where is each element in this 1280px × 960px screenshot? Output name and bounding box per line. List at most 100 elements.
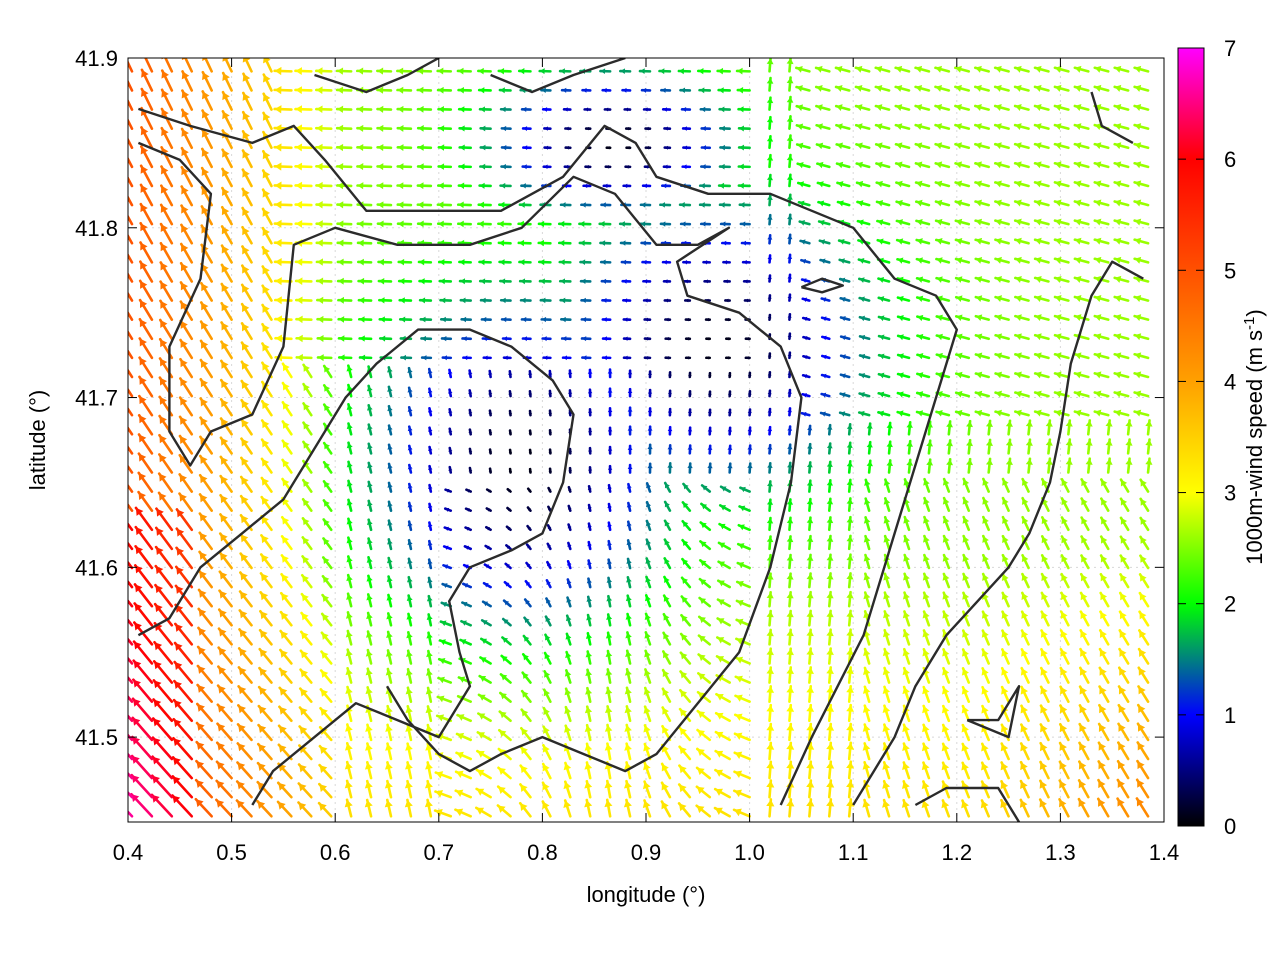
wind-arrow: [981, 610, 990, 627]
wind-arrow: [663, 557, 672, 570]
wind-arrow: [697, 634, 712, 646]
wind-arrow: [607, 464, 613, 474]
wind-arrow: [826, 553, 834, 570]
wind-arrow: [643, 724, 652, 742]
wind-arrow: [259, 609, 273, 627]
wind-arrow: [604, 723, 613, 742]
wind-arrow: [345, 611, 353, 627]
wind-arrow: [585, 668, 593, 684]
wind-arrow: [584, 723, 593, 742]
wind-arrow: [128, 445, 134, 455]
wind-arrow: [152, 698, 174, 723]
wind-arrow: [219, 513, 233, 532]
wind-arrow: [962, 553, 971, 570]
wind-arrow: [1125, 457, 1133, 474]
wind-arrow: [786, 666, 794, 684]
wind-arrow: [239, 533, 253, 551]
wind-arrow: [404, 779, 413, 799]
wind-arrow: [1058, 722, 1070, 742]
wind-arrow: [436, 695, 453, 703]
wind-arrow: [717, 541, 731, 551]
wind-arrow: [713, 787, 731, 799]
wind-arrow: [962, 496, 971, 512]
wind-arrow: [504, 562, 512, 570]
wind-arrow: [1000, 761, 1010, 780]
wind-arrow: [437, 657, 453, 665]
wind-arrow: [496, 785, 512, 799]
wind-arrow: [806, 497, 814, 512]
wind-arrow: [733, 732, 751, 742]
wind-arrow: [587, 540, 592, 551]
wind-arrow: [1119, 573, 1130, 589]
wind-arrow: [605, 631, 613, 646]
wind-arrow: [346, 592, 353, 608]
wind-arrow: [280, 515, 293, 532]
wind-arrow: [406, 594, 413, 608]
wind-arrow: [678, 707, 692, 723]
wind-arrow: [902, 629, 911, 646]
wind-arrow: [766, 609, 774, 627]
wind-arrow: [643, 705, 652, 723]
wind-arrow: [624, 667, 632, 684]
wind-arrow: [645, 575, 652, 589]
wind-arrow: [882, 685, 891, 703]
wind-arrow: [1080, 554, 1090, 570]
wind-arrow: [718, 504, 731, 512]
wind-arrow: [276, 800, 293, 818]
wind-arrow: [766, 779, 775, 799]
wind-arrow: [387, 500, 393, 512]
wind-arrow: [475, 787, 492, 799]
wind-arrow: [545, 597, 552, 608]
wind-arrow: [766, 741, 775, 761]
wind-arrow: [279, 648, 293, 665]
colorbar-tick-label: 6: [1224, 147, 1236, 172]
wind-arrow: [239, 571, 253, 589]
wind-arrow: [981, 667, 990, 684]
wind-arrow: [171, 775, 194, 799]
wind-arrow: [587, 559, 592, 570]
wind-arrow: [197, 588, 213, 608]
wind-arrow: [882, 666, 891, 684]
wind-arrow: [624, 742, 632, 761]
wind-arrow: [137, 490, 154, 512]
wind-arrow: [298, 725, 313, 742]
wind-arrow: [387, 462, 393, 474]
wind-arrow: [962, 477, 971, 493]
wind-arrow: [766, 628, 774, 646]
wind-arrow: [407, 520, 413, 532]
wind-arrow: [196, 702, 213, 723]
wind-arrow: [786, 703, 795, 723]
wind-arrow: [826, 760, 835, 780]
wind-arrow: [258, 647, 273, 665]
wind-arrow: [563, 799, 572, 818]
wind-arrow: [257, 704, 273, 723]
wind-arrow: [697, 672, 712, 684]
wind-arrow: [427, 576, 433, 589]
wind-arrow: [981, 704, 990, 723]
wind-arrow: [297, 782, 313, 799]
wind-arrow: [387, 481, 393, 493]
wind-arrow: [198, 512, 213, 532]
wind-arrow: [528, 448, 533, 455]
wind-arrow: [697, 615, 712, 627]
wind-arrow: [1119, 535, 1130, 551]
wind-arrow: [498, 710, 512, 723]
wind-arrow: [606, 594, 613, 608]
wind-arrow: [644, 649, 652, 665]
wind-arrow: [826, 779, 835, 799]
wind-arrow: [766, 703, 775, 723]
wind-arrow: [1077, 779, 1090, 799]
wind-arrow: [642, 799, 652, 818]
wind-arrow: [713, 806, 731, 818]
wind-arrow: [585, 631, 592, 646]
wind-arrow: [1118, 610, 1130, 627]
wind-arrow: [1021, 553, 1030, 570]
wind-arrow: [626, 501, 632, 512]
wind-arrow: [128, 483, 134, 493]
wind-arrow: [484, 544, 492, 551]
wind-arrow: [367, 499, 373, 512]
wind-arrow: [1078, 722, 1090, 742]
wind-arrow: [724, 356, 731, 360]
wind-arrow: [215, 741, 233, 761]
wind-arrow: [158, 433, 174, 455]
